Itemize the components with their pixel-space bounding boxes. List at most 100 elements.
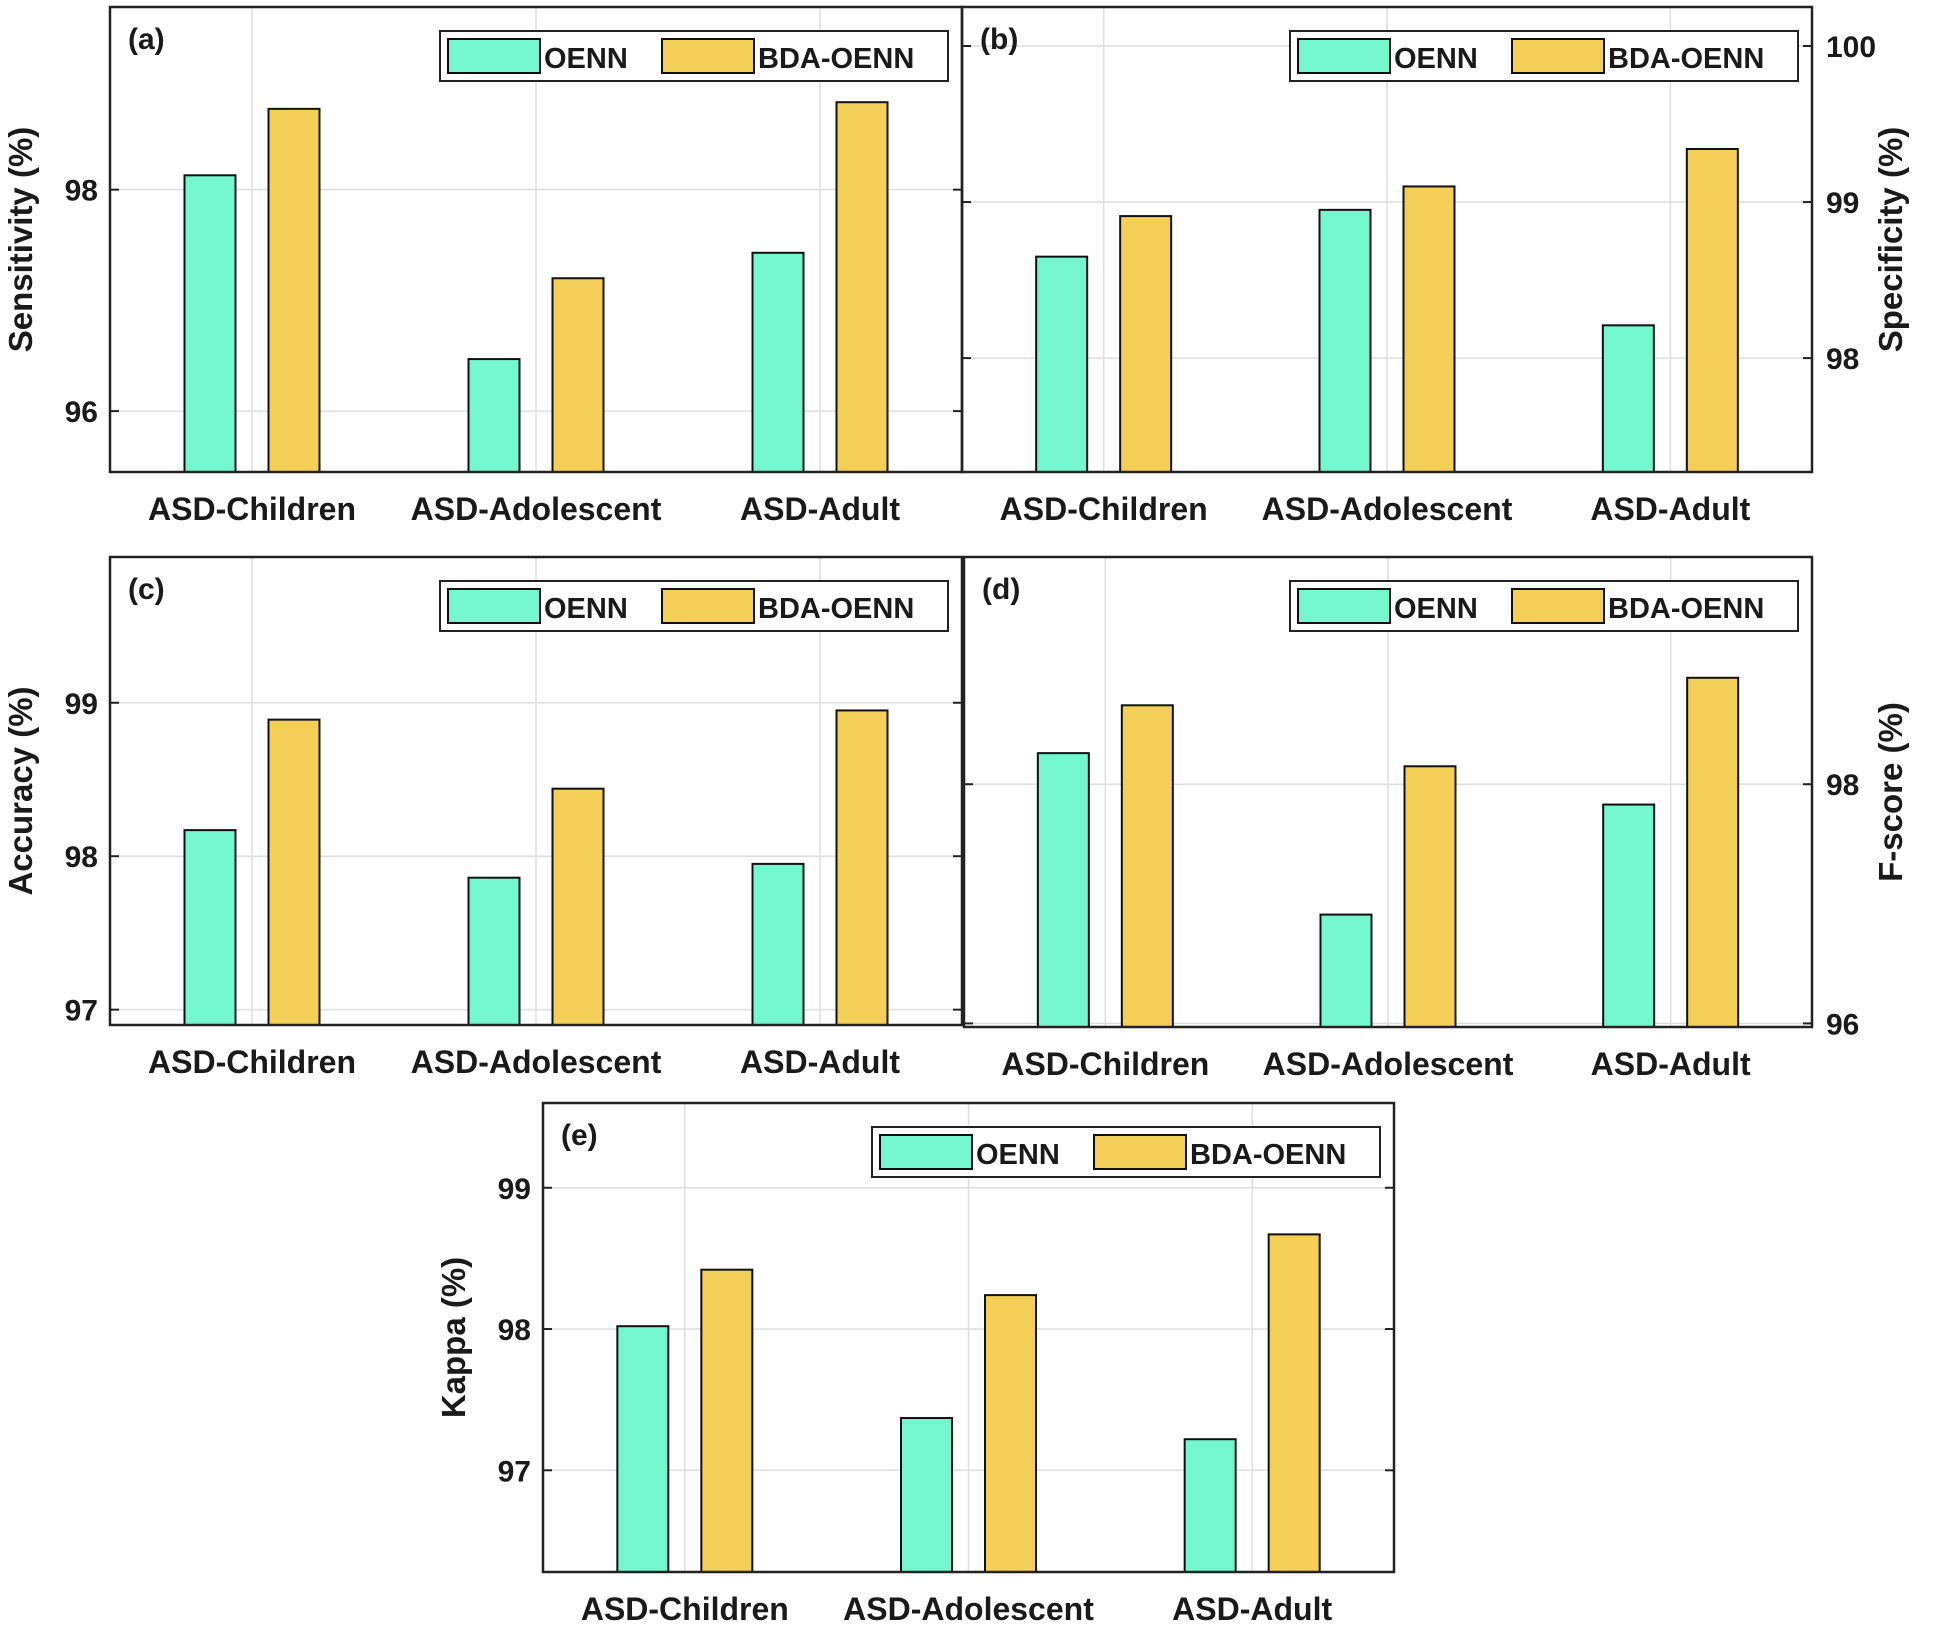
panel-a: 96 98 ASD-Children ASD-Adolescent ASD-Adult S… xyxy=(2,5,964,527)
xtick-label: ASD-Children xyxy=(1000,491,1208,527)
bar-oenn-asd-adolescent xyxy=(900,1417,953,1574)
legend-swatch xyxy=(661,588,755,624)
y-axis-label: Kappa (%) xyxy=(435,1257,472,1418)
axes-frame xyxy=(960,5,1814,474)
panel-title: (c) xyxy=(128,573,165,606)
legend-label: BDA-OENN xyxy=(758,43,914,75)
bar-oenn-asd-adolescent xyxy=(1319,913,1373,1029)
xtick-label: ASD-Adolescent xyxy=(843,1591,1094,1627)
ytick-label: 98 xyxy=(498,1314,531,1347)
bar-bda-oenn-asd-adult xyxy=(1686,676,1740,1028)
panel-title: (b) xyxy=(980,23,1018,56)
bar-bda-oenn-asd-children xyxy=(267,107,321,473)
ytick-label: 98 xyxy=(65,175,98,208)
bar-oenn-asd-adult xyxy=(751,251,805,473)
ytick-label: 99 xyxy=(1826,187,1859,220)
bar-oenn-asd-adult xyxy=(1183,1438,1237,1573)
bar-bda-oenn-asd-adolescent xyxy=(1403,765,1457,1028)
y-axis-label: Accuracy (%) xyxy=(2,686,39,895)
legend-label: BDA-OENN xyxy=(1608,43,1764,75)
legend-swatch xyxy=(1093,1134,1187,1170)
bar-bda-oenn-asd-adolescent xyxy=(1402,185,1456,473)
xtick-label: ASD-Adult xyxy=(740,1044,900,1080)
legend-swatch xyxy=(447,38,541,74)
xtick-label: ASD-Adult xyxy=(1172,1591,1332,1627)
legend-label: OENN xyxy=(976,1139,1060,1171)
legend-swatch xyxy=(1297,588,1391,624)
bar-oenn-asd-adolescent xyxy=(467,876,521,1026)
y-axis-label: Specificity (%) xyxy=(1872,127,1909,353)
bar-oenn-asd-adult xyxy=(1601,324,1655,473)
bar-bda-oenn-asd-adolescent xyxy=(984,1294,1037,1573)
legend: OENN BDA-OENN xyxy=(1289,580,1799,632)
xtick-label: ASD-Children xyxy=(1001,1046,1209,1082)
xtick-label: ASD-Children xyxy=(148,491,356,527)
legend-label: OENN xyxy=(1394,43,1478,75)
panel-b: 98 99 100 ASD-Children ASD-Adolescent ASD-Adu… xyxy=(960,5,1909,527)
bar-oenn-asd-adult xyxy=(751,862,805,1027)
ytick-label: 98 xyxy=(65,841,98,874)
xtick-label: ASD-Children xyxy=(148,1044,356,1080)
xtick-label: ASD-Adolescent xyxy=(1262,491,1513,527)
bar-bda-oenn-asd-adult xyxy=(835,101,889,473)
bar-bda-oenn-asd-adult xyxy=(835,709,889,1026)
axes-frame xyxy=(108,555,964,1027)
panel-c: 97 98 99 ASD-Children ASD-Adolescent ASD-Adul… xyxy=(2,555,964,1080)
bar-bda-oenn-asd-adult xyxy=(1267,1233,1321,1573)
y-axis-label: Sensitivity (%) xyxy=(2,127,39,353)
bar-bda-oenn-asd-children xyxy=(1119,215,1173,473)
legend-swatch xyxy=(1297,38,1391,74)
xtick-label: ASD-Adult xyxy=(1591,1046,1751,1082)
xtick-label: ASD-Children xyxy=(581,1591,789,1627)
legend: OENN BDA-OENN xyxy=(439,30,949,82)
legend-label: BDA-OENN xyxy=(1190,1139,1346,1171)
panel-d: 96 98 ASD-Children ASD-Adolescent ASD-Adult F… xyxy=(962,555,1909,1082)
bar-oenn-asd-children xyxy=(616,1325,670,1574)
bar-bda-oenn-asd-children xyxy=(267,718,321,1026)
panel-title: (e) xyxy=(561,1119,598,1152)
bar-oenn-asd-children xyxy=(183,829,237,1026)
ytick-label: 98 xyxy=(1826,769,1859,802)
ytick-label: 97 xyxy=(498,1455,531,1488)
xtick-label: ASD-Adolescent xyxy=(1263,1046,1514,1082)
bar-oenn-asd-adult xyxy=(1602,803,1656,1028)
bar-oenn-asd-children xyxy=(1036,752,1090,1028)
panel-title: (a) xyxy=(128,23,165,56)
legend-label: OENN xyxy=(544,43,628,75)
bar-oenn-asd-adolescent xyxy=(1318,208,1372,473)
legend-swatch xyxy=(879,1134,973,1170)
axes-frame xyxy=(541,1101,1396,1574)
xtick-label: ASD-Adolescent xyxy=(411,1044,662,1080)
xtick-label: ASD-Adolescent xyxy=(411,491,662,527)
legend-label: OENN xyxy=(544,593,628,625)
ytick-label: 98 xyxy=(1826,343,1859,376)
legend-swatch xyxy=(447,588,541,624)
panel-title: (d) xyxy=(982,573,1020,606)
bar-oenn-asd-children xyxy=(1035,255,1089,473)
legend: OENN BDA-OENN xyxy=(1289,30,1799,82)
bar-bda-oenn-asd-adolescent xyxy=(551,787,605,1026)
bar-bda-oenn-asd-adult xyxy=(1685,147,1739,473)
ytick-label: 100 xyxy=(1826,31,1876,64)
bar-oenn-asd-children xyxy=(183,174,237,474)
axes-frame xyxy=(962,555,1814,1029)
legend: OENN BDA-OENN xyxy=(871,1126,1381,1178)
xtick-label: ASD-Adult xyxy=(740,491,900,527)
legend-label: OENN xyxy=(1394,593,1478,625)
ytick-label: 99 xyxy=(498,1173,531,1206)
legend-swatch xyxy=(1511,588,1605,624)
bar-bda-oenn-asd-children xyxy=(1120,704,1174,1028)
ytick-label: 96 xyxy=(65,396,98,429)
legend: OENN BDA-OENN xyxy=(439,580,949,632)
xtick-label: ASD-Adult xyxy=(1590,491,1750,527)
legend-label: BDA-OENN xyxy=(1608,593,1764,625)
legend-swatch xyxy=(661,38,755,74)
ytick-label: 96 xyxy=(1826,1008,1859,1041)
ytick-label: 97 xyxy=(65,995,98,1028)
ytick-label: 99 xyxy=(65,688,98,721)
legend-label: BDA-OENN xyxy=(758,593,914,625)
panel-e: 97 98 99 ASD-Children ASD-Adolescent ASD-Adul… xyxy=(435,1101,1396,1627)
legend-swatch xyxy=(1511,38,1605,74)
bar-bda-oenn-asd-children xyxy=(700,1268,754,1573)
